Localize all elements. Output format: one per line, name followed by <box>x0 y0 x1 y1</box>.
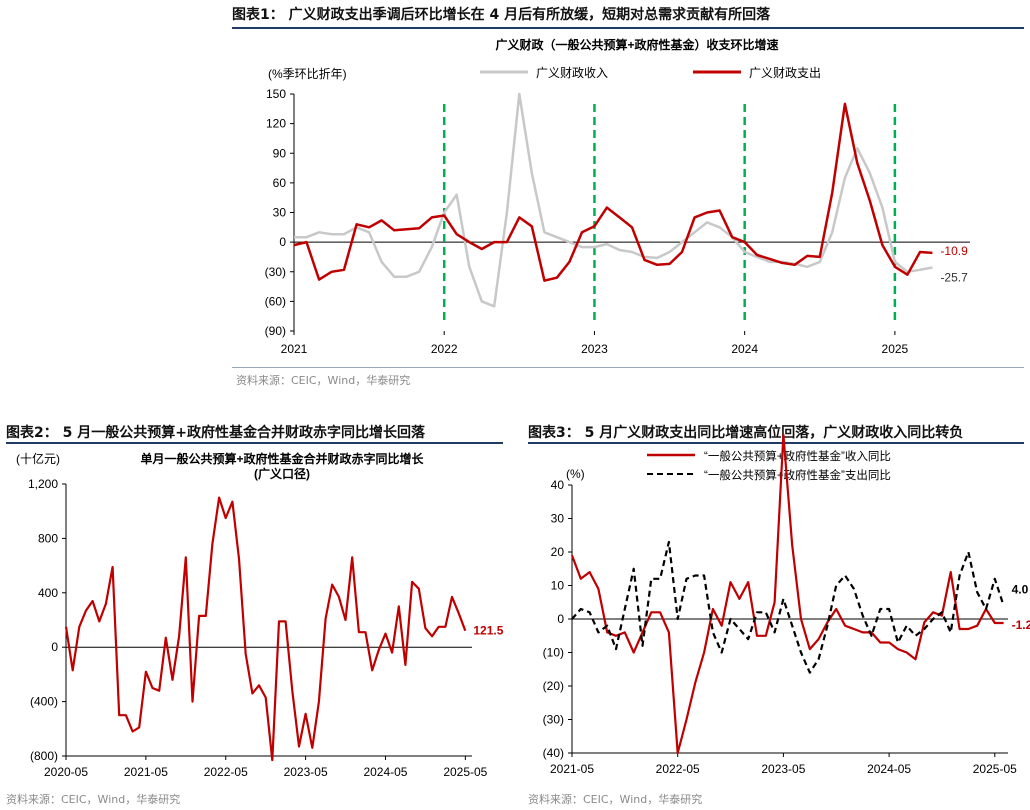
chart2-x-tick-label: 2021-05 <box>124 765 168 779</box>
chart2-x-tick-label: 2025-05 <box>443 765 487 779</box>
figure2-title: 图表2： 5 月一般公共预算+政府性基金合并财政赤字同比增长回落 <box>6 425 425 441</box>
chart2-title: 单月一般公共预算+政府性基金合并财政赤字同比增长 <box>140 451 424 466</box>
figure2-title-rule <box>6 442 503 444</box>
chart3-x-tick-label: 2025-05 <box>973 762 1017 776</box>
chart3-x-tick-label: 2024-05 <box>867 762 911 776</box>
chart3-x-tick-label: 2022-05 <box>656 762 700 776</box>
chart1-y-tick-label: 150 <box>266 87 286 101</box>
figure3-title-rule <box>528 442 1024 444</box>
chart3-series-1-line <box>571 540 1005 674</box>
chart1-series-0-line <box>294 92 933 308</box>
figure3-title: 图表3： 5 月广义财政支出同比增速高位回落，广义财政收入同比转负 <box>528 425 964 441</box>
chart1-y-tick-label: 120 <box>266 117 286 131</box>
chart2-ylabel: (十亿元) <box>16 451 60 466</box>
chart1-x-tick-label: 2025 <box>882 342 909 356</box>
chart1-y-tick-label: 0 <box>279 235 286 249</box>
chart1-y-tick-label: 90 <box>273 146 287 160</box>
chart3-y-tick-label: 20 <box>551 545 565 559</box>
chart1-x-tick-label: 2023 <box>581 342 608 356</box>
chart1-y-tick-label: (90) <box>265 324 286 338</box>
chart3-series-0-end-label: -1.2 <box>1012 618 1030 632</box>
chart3-y-tick-label: 30 <box>551 512 565 526</box>
chart3-series-1-end-label: 4.0 <box>1012 583 1029 597</box>
chart1-legend-expense-label: 广义财政支出 <box>749 66 821 80</box>
chart3-series-0-line <box>570 433 1004 755</box>
chart1-legend-income-label: 广义财政收入 <box>536 66 608 80</box>
chart2-y-tick-label: (400) <box>30 695 58 709</box>
chart2-y-tick-label: 1,200 <box>28 477 58 491</box>
chart1-series-0-end-label: -25.7 <box>940 271 968 285</box>
figure2-source: 资料来源：CEIC，Wind，华泰研究 <box>6 793 181 806</box>
chart3-legend-expense-label: “一般公共预算+政府性基金”支出同比 <box>704 468 891 482</box>
chart3-y-tick-label: 0 <box>557 612 564 626</box>
chart3-y-tick-label: 40 <box>551 478 565 492</box>
chart1-title: 广义财政（一般公共预算+政府性基金）收支环比增速 <box>495 37 778 52</box>
chart1-y-tick-label: (30) <box>265 265 286 279</box>
chart3-y-tick-label: (30) <box>543 713 564 727</box>
chart2-series-0-end-label: 121.5 <box>473 624 503 638</box>
chart3-legend-income-label: “一般公共预算+政府性基金”收入同比 <box>704 449 891 463</box>
chart2-x-tick-label: 2022-05 <box>204 765 248 779</box>
figure1-title: 图表1： 广义财政支出季调后环比增长在 4 月后有所放缓，短期对总需求贡献有所回… <box>232 7 771 23</box>
figure1-source-rule <box>232 367 1024 368</box>
chart1-x-tick-label: 2024 <box>731 342 758 356</box>
chart3-y-tick-label: 10 <box>551 579 565 593</box>
chart3-x-tick-label: 2021-05 <box>550 762 594 776</box>
figure3-source: 资料来源：CEIC，Wind，华泰研究 <box>528 793 703 806</box>
chart3-y-tick-label: (40) <box>543 746 564 760</box>
chart2-y-tick-label: 0 <box>51 640 58 654</box>
chart2-y-tick-label: 400 <box>38 586 58 600</box>
chart3-y-tick-label: (20) <box>543 679 564 693</box>
chart2-y-tick-label: (800) <box>30 749 58 763</box>
figure1-source: 资料来源：CEIC，Wind，华泰研究 <box>236 374 411 387</box>
chart1-x-tick-label: 2022 <box>431 342 458 356</box>
chart1-y-tick-label: 60 <box>273 176 287 190</box>
figure1-title-rule <box>232 27 1024 29</box>
chart1-series-1-line <box>293 102 933 282</box>
chart1-ylabel: (%季环比折年) <box>268 66 347 81</box>
chart3-ylabel: (%) <box>566 467 585 481</box>
chart1-series-1-end-label: -10.9 <box>940 244 968 258</box>
chart2-subtitle: (广义口径) <box>254 466 310 481</box>
chart3-x-tick-label: 2023-05 <box>761 762 805 776</box>
chart2-x-tick-label: 2020-05 <box>44 765 88 779</box>
chart2-y-tick-label: 800 <box>38 531 58 545</box>
chart2-x-tick-label: 2023-05 <box>284 765 328 779</box>
chart1-y-tick-label: 30 <box>273 206 287 220</box>
chart3-y-tick-label: (10) <box>543 646 564 660</box>
chart1-y-tick-label: (60) <box>265 294 286 308</box>
chart1-x-tick-label: 2021 <box>281 342 308 356</box>
chart2-series-0-line <box>64 496 467 762</box>
chart2-x-tick-label: 2024-05 <box>363 765 407 779</box>
